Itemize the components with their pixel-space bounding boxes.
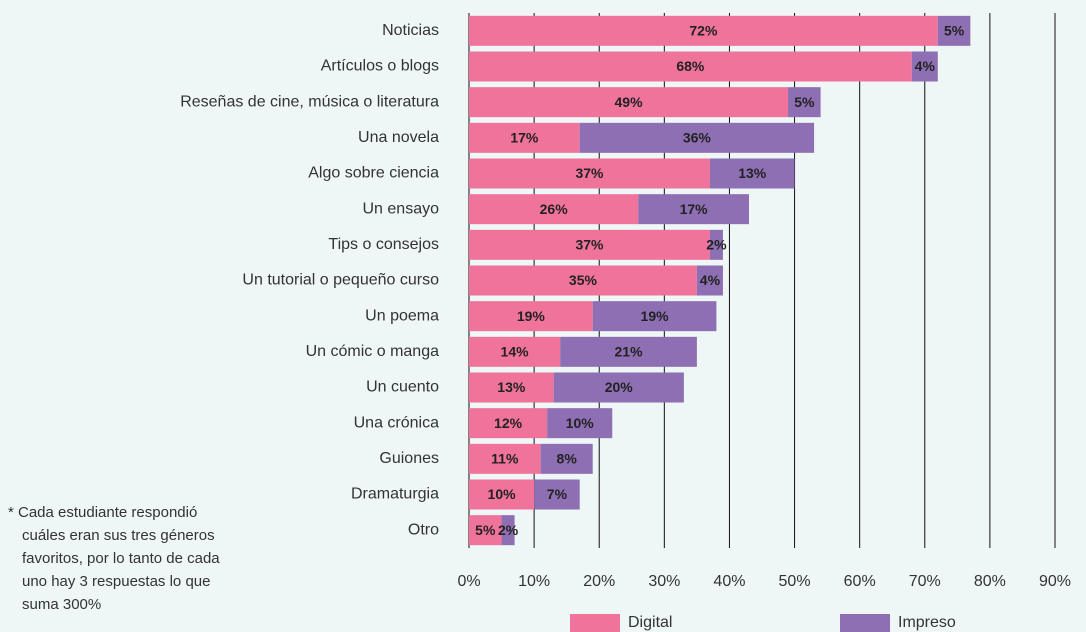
- bar-segment: [469, 515, 502, 546]
- data-label: 10%: [566, 415, 595, 431]
- y-tick-label: Una crónica: [354, 414, 439, 431]
- bar-segment: [469, 229, 710, 260]
- x-tick-label: 90%: [1039, 573, 1071, 590]
- data-label: 17%: [680, 201, 709, 217]
- data-label: 19%: [517, 308, 546, 324]
- y-tick-label: Algo sobre ciencia: [308, 165, 439, 182]
- bar-segment: [560, 336, 697, 367]
- y-tick-label: Dramaturgia: [351, 486, 439, 503]
- data-label: 19%: [641, 308, 670, 324]
- x-tick-label: 0%: [457, 573, 480, 590]
- data-label: 4%: [700, 272, 721, 288]
- x-tick-label: 80%: [974, 573, 1006, 590]
- data-label: 8%: [557, 451, 578, 467]
- bar-segment: [469, 87, 789, 118]
- data-label: 2%: [706, 237, 727, 253]
- bar-segment: [469, 372, 554, 403]
- data-label: 36%: [683, 130, 712, 146]
- data-label: 26%: [540, 201, 569, 217]
- y-tick-label: Reseñas de cine, música o literatura: [180, 93, 439, 110]
- y-tick-label: Un ensayo: [363, 200, 440, 217]
- data-label: 68%: [676, 58, 705, 74]
- y-tick-label: Artículos o blogs: [321, 58, 439, 75]
- data-label: 4%: [915, 58, 936, 74]
- footnote: uno hay 3 respuestas lo que: [22, 573, 210, 590]
- y-tick-label: Un cómic o manga: [306, 343, 439, 360]
- data-label: 2%: [498, 522, 519, 538]
- data-label: 5%: [794, 94, 815, 110]
- bar-segment: [553, 372, 684, 403]
- y-tick-label: Noticias: [382, 22, 439, 39]
- x-tick-label: 30%: [648, 573, 680, 590]
- bar-segment: [788, 87, 821, 118]
- bar-segment: [469, 51, 912, 82]
- footnote: suma 300%: [22, 596, 101, 613]
- bar-segment: [547, 408, 613, 439]
- data-label: 5%: [475, 522, 496, 538]
- bar-segment: [579, 122, 815, 153]
- bar-segment: [709, 229, 723, 260]
- x-tick-label: 40%: [713, 573, 745, 590]
- bar-segment: [469, 122, 580, 153]
- data-label: 5%: [944, 23, 965, 39]
- footnote: favoritos, por lo tanto de cada: [22, 550, 220, 567]
- data-label: 14%: [501, 344, 530, 360]
- y-tick-label: Guiones: [379, 450, 439, 467]
- bar-segment: [911, 51, 938, 82]
- bar-segment: [696, 265, 723, 296]
- data-label: 13%: [738, 165, 767, 181]
- data-label: 7%: [547, 486, 568, 502]
- data-label: 13%: [497, 379, 526, 395]
- data-label: 35%: [569, 272, 598, 288]
- x-tick-label: 50%: [779, 573, 811, 590]
- y-tick-label: Una novela: [358, 129, 439, 146]
- data-label: 37%: [575, 165, 604, 181]
- data-label: 12%: [494, 415, 523, 431]
- bar-segment: [638, 194, 749, 225]
- footnote: cuáles eran sus tres géneros: [22, 527, 215, 544]
- bar-segment: [469, 158, 710, 189]
- legend-label: Impreso: [898, 614, 956, 631]
- data-label: 11%: [491, 451, 519, 467]
- legend-swatch: [840, 614, 890, 632]
- bar-segment: [592, 301, 717, 332]
- bar-segment: [469, 15, 938, 46]
- y-tick-label: Un cuento: [366, 379, 439, 396]
- x-tick-label: 70%: [909, 573, 941, 590]
- bar-segment: [469, 265, 697, 296]
- legend-label: Digital: [628, 614, 672, 631]
- bar-segment: [501, 515, 515, 546]
- x-tick-label: 20%: [583, 573, 615, 590]
- footnote: * Cada estudiante respondió: [8, 504, 197, 521]
- legend-swatch: [570, 614, 620, 632]
- data-label: 72%: [689, 23, 718, 39]
- y-tick-label: Un tutorial o pequeño curso: [242, 272, 439, 289]
- data-label: 20%: [605, 379, 634, 395]
- bar-segment: [534, 479, 580, 510]
- bar-segment: [469, 479, 535, 510]
- data-label: 17%: [510, 130, 539, 146]
- bar-segment: [469, 336, 561, 367]
- data-label: 49%: [615, 94, 644, 110]
- bar-segment: [469, 301, 593, 332]
- data-label: 37%: [575, 237, 604, 253]
- y-tick-label: Tips o consejos: [328, 236, 439, 253]
- x-tick-label: 60%: [844, 573, 876, 590]
- bar-segment: [469, 194, 639, 225]
- bar-segment: [540, 443, 593, 474]
- data-label: 10%: [488, 486, 517, 502]
- y-tick-label: Otro: [408, 521, 439, 538]
- y-tick-label: Un poema: [365, 307, 439, 324]
- bar-segment: [469, 443, 541, 474]
- bar-segment: [937, 15, 971, 46]
- bar-segment: [469, 408, 548, 439]
- data-label: 21%: [615, 344, 644, 360]
- x-tick-label: 10%: [518, 573, 550, 590]
- bar-segment: [709, 158, 795, 189]
